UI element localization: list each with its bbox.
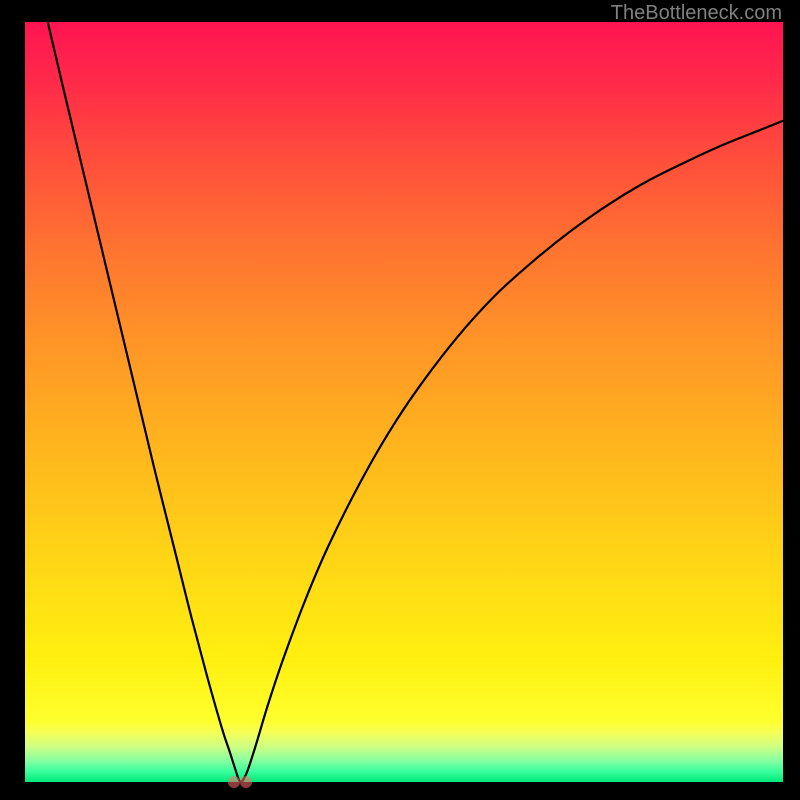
minimum-marker-1: [240, 776, 252, 788]
bottleneck-curve: [48, 22, 783, 782]
watermark-text: TheBottleneck.com: [611, 2, 782, 25]
chart-plot-area: [25, 22, 783, 782]
curve-svg: [25, 22, 783, 782]
minimum-marker-0: [228, 776, 240, 788]
